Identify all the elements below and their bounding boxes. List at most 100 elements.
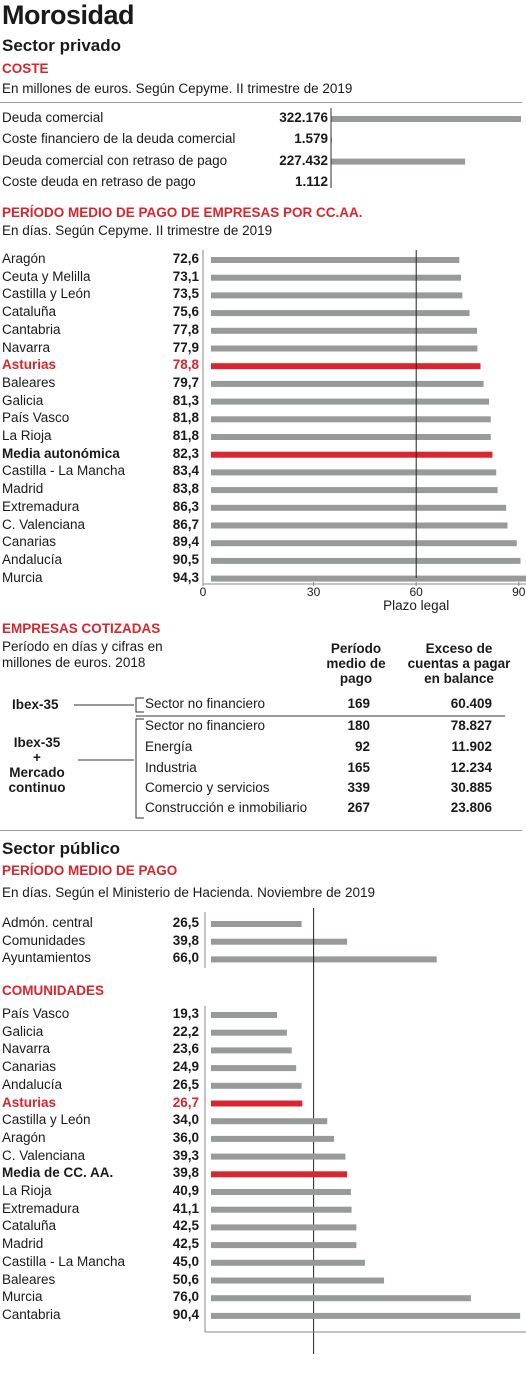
bar-baleares — [211, 380, 484, 387]
value-label-cantabria: 90,4 — [172, 1306, 199, 1322]
table-row-period: 267 — [347, 800, 370, 815]
value-label-ayuntamientos: 66,0 — [172, 950, 199, 966]
publico-subtitle: En días. Según el Ministerio de Hacienda… — [2, 885, 375, 900]
category-label-navarra: Navarra — [2, 339, 51, 355]
value-label-murcia: 76,0 — [172, 1289, 199, 1305]
category-label-castilla-y-leon: Castilla y León — [2, 1112, 91, 1128]
table-row-name: Construcción e inmobiliario — [145, 800, 308, 815]
category-label-comunidades: Comunidades — [2, 932, 86, 948]
value-label-c-valenciana: 86,7 — [172, 516, 199, 532]
value-label-galicia: 22,2 — [172, 1023, 199, 1039]
table-row-exceso: 11.902 — [451, 739, 492, 754]
category-label-castilla-la-mancha: Castilla - La Mancha — [2, 463, 126, 479]
bar-navarra — [211, 345, 478, 352]
pmp-subtitle: En días. Según Cepyme. II trimestre de 2… — [2, 223, 273, 238]
category-label-media-de-cc-aa: Media de CC. AA. — [2, 1165, 114, 1181]
bar-castilla-y-leon — [211, 292, 463, 299]
bar-castilla-y-leon — [211, 1118, 328, 1125]
bar-la-rioja — [211, 434, 491, 440]
value-label-deuda-comercial: 322.176 — [279, 110, 328, 125]
category-label-canarias: Canarias — [2, 1059, 57, 1075]
table-row-exceso: 60.409 — [450, 696, 492, 711]
category-label-castilla-y-leon: Castilla y León — [2, 286, 91, 302]
bar-c-valenciana — [211, 522, 508, 529]
category-label-admon-central: Admón. central — [2, 915, 93, 930]
value-label-asturias: 78,8 — [172, 357, 199, 373]
value-label-castilla-y-leon: 34,0 — [172, 1112, 199, 1128]
coste-subtitle: En millones de euros. Según Cepyme. II t… — [2, 81, 353, 96]
category-label-cataluna: Cataluña — [2, 304, 57, 320]
value-label-baleares: 50,6 — [172, 1271, 199, 1287]
value-label-madrid: 83,8 — [172, 481, 199, 497]
value-label-extremadura: 41,1 — [172, 1200, 199, 1216]
bar-ayuntamientos — [211, 956, 437, 963]
category-label-pais-vasco: País Vasco — [2, 410, 70, 426]
bar-media-de-cc-aa — [211, 1171, 348, 1178]
value-label-comunidades: 39,8 — [172, 932, 199, 948]
bar-deuda-comercial — [331, 116, 521, 122]
pmp-label: PERÍODO MEDIO DE PAGO DE EMPRESAS POR CC… — [2, 205, 363, 220]
category-label-murcia: Murcia — [2, 1289, 43, 1305]
section-heading-publico: Sector público — [2, 839, 121, 858]
category-label-asturias: Asturias — [2, 1094, 57, 1110]
category-label-cataluna: Cataluña — [2, 1218, 57, 1234]
category-label-andalucia: Andalucía — [2, 551, 63, 567]
value-label-extremadura: 86,3 — [172, 498, 199, 514]
value-label-castilla-la-mancha: 45,0 — [172, 1253, 199, 1269]
value-label-ceuta-y-melilla: 73,1 — [172, 268, 199, 284]
table-row-period: 169 — [347, 696, 370, 711]
bar-coste-financiero-de-la-deuda-comercial — [331, 137, 332, 144]
category-label-cantabria: Cantabria — [2, 321, 61, 337]
group-ibex35: Ibex-35 — [12, 697, 59, 712]
bar-cantabria — [211, 327, 478, 334]
bar-navarra — [211, 1047, 292, 1054]
table-row-name: Comercio y servicios — [145, 780, 270, 795]
group-ibex35-mercado: Ibex-35 + Mercado continuo — [8, 735, 66, 795]
category-label-la-rioja: La Rioja — [2, 1183, 52, 1198]
bar-ceuta-y-melilla — [211, 274, 462, 281]
value-label-c-valenciana: 39,3 — [172, 1147, 199, 1163]
category-label-deuda-comercial: Deuda comercial — [2, 110, 104, 125]
category-label-ayuntamientos: Ayuntamientos — [2, 950, 92, 966]
xaxis-label: Plazo legal — [383, 598, 450, 613]
table-row-period: 92 — [354, 739, 370, 754]
column-header-exceso: Exceso de cuentas a pagar en balance — [407, 641, 511, 686]
value-label-galicia: 81,3 — [172, 392, 199, 408]
value-label-pais-vasco: 19,3 — [172, 1006, 199, 1021]
bar-coste-deuda-en-retraso-de-pago — [331, 179, 332, 186]
publico-label: PERÍODO MEDIO DE PAGO — [2, 863, 178, 878]
category-label-c-valenciana: C. Valenciana — [2, 1147, 86, 1163]
category-label-baleares: Baleares — [2, 1271, 56, 1287]
category-label-madrid: Madrid — [2, 1236, 44, 1252]
bar-andalucia — [211, 1082, 302, 1089]
table-row-exceso: 12.234 — [450, 760, 492, 775]
bar-cataluna — [211, 310, 470, 317]
page-title: Morosidad — [2, 0, 135, 30]
bar-cataluna — [211, 1224, 357, 1231]
category-label-murcia: Murcia — [2, 569, 43, 585]
bar-pais-vasco — [211, 1012, 278, 1018]
value-label-navarra: 23,6 — [172, 1041, 199, 1057]
value-label-andalucia: 26,5 — [172, 1076, 199, 1092]
bar-asturias — [211, 363, 481, 370]
value-label-la-rioja: 81,8 — [172, 428, 199, 443]
value-label-navarra: 77,9 — [172, 339, 199, 355]
bar-asturias — [211, 1100, 303, 1107]
value-label-aragon: 36,0 — [172, 1129, 199, 1145]
value-label-madrid: 42,5 — [172, 1236, 199, 1252]
tick-label-90: 90 — [512, 585, 526, 599]
bar-aragon — [211, 1135, 335, 1142]
value-label-baleares: 79,7 — [172, 374, 199, 390]
category-label-galicia: Galicia — [2, 392, 44, 408]
cotizadas-subtitle-1: Período en días y cifras en — [2, 639, 163, 654]
value-label-canarias: 89,4 — [172, 534, 199, 550]
category-label-navarra: Navarra — [2, 1041, 51, 1057]
bar-extremadura — [211, 504, 507, 511]
category-label-coste-deuda-en-retraso-de-pago: Coste deuda en retraso de pago — [2, 173, 196, 189]
value-label-deuda-comercial-con-retraso-de-pago: 227.432 — [279, 152, 328, 168]
divider — [0, 830, 522, 831]
bar-baleares — [211, 1277, 385, 1284]
bar-pais-vasco — [211, 416, 491, 423]
category-label-castilla-la-mancha: Castilla - La Mancha — [2, 1253, 126, 1269]
category-label-madrid: Madrid — [2, 481, 44, 497]
